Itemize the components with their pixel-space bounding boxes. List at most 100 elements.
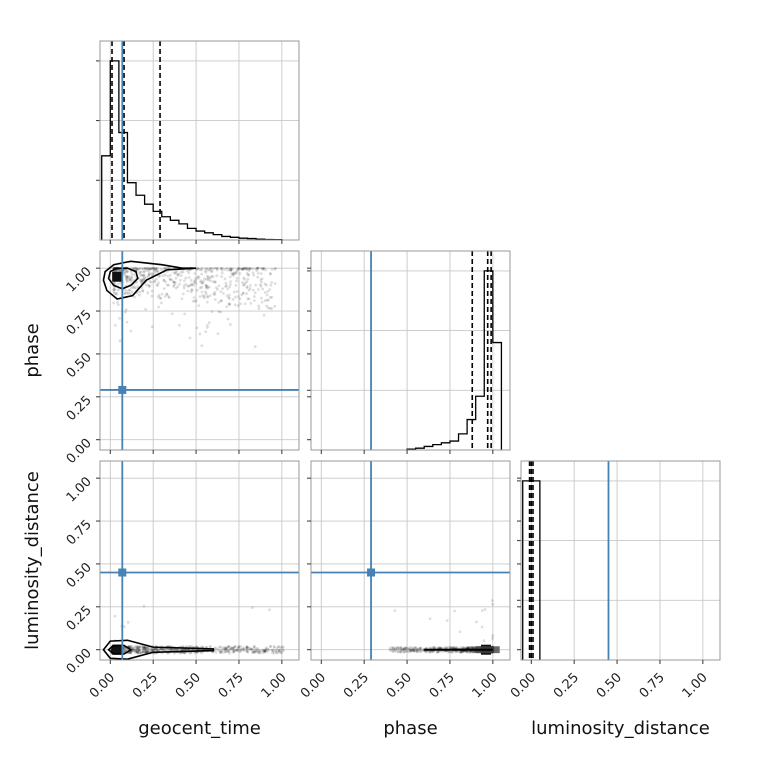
- scatter-point: [228, 651, 232, 655]
- scatter-point: [226, 645, 230, 649]
- scatter-point: [227, 296, 231, 299]
- scatter-cloud: [110, 604, 285, 655]
- scatter-point: [186, 289, 190, 293]
- scatter-point: [128, 292, 132, 295]
- scatter-point: [125, 291, 129, 295]
- scatter-point: [403, 650, 407, 654]
- scatter-point: [192, 296, 196, 300]
- scatter-point: [184, 283, 188, 286]
- scatter-point: [391, 647, 395, 650]
- scatter-point: [236, 648, 240, 652]
- scatter-point: [259, 278, 263, 282]
- scatter-point: [261, 267, 265, 270]
- scatter-point: [135, 650, 139, 654]
- scatter-point: [449, 645, 453, 649]
- scatter-point: [142, 276, 146, 280]
- scatter-point: [483, 608, 487, 611]
- scatter-point: [123, 271, 127, 275]
- scatter-point: [243, 648, 247, 651]
- scatter-point: [232, 649, 236, 653]
- scatter-point: [183, 312, 187, 316]
- scatter-point: [131, 649, 135, 652]
- scatter-point: [165, 283, 169, 287]
- scatter-point: [248, 287, 252, 290]
- scatter-point: [245, 645, 249, 649]
- scatter-point: [403, 650, 407, 653]
- scatter-point: [468, 646, 472, 650]
- scatter-point: [144, 307, 148, 311]
- scatter-point: [267, 648, 271, 652]
- scatter-point: [243, 277, 247, 281]
- scatter-point: [452, 645, 456, 649]
- scatter-point: [197, 267, 200, 271]
- scatter-point: [150, 267, 154, 270]
- scatter-point: [256, 266, 260, 270]
- scatter-point: [155, 270, 159, 274]
- scatter-point: [146, 647, 150, 650]
- scatter-point: [213, 291, 217, 294]
- y-tick-label: 0.75: [64, 517, 95, 548]
- scatter-point: [231, 272, 235, 276]
- scatter-point: [130, 275, 133, 279]
- scatter-point: [156, 647, 160, 651]
- scatter-point: [250, 647, 254, 651]
- histogram-panel-luminosity_distance: [517, 460, 721, 661]
- scatter-point: [205, 300, 209, 304]
- scatter-point: [432, 645, 436, 649]
- scatter-point: [263, 648, 267, 652]
- scatter-point: [195, 651, 199, 655]
- scatter-point: [226, 287, 230, 291]
- scatter-point: [214, 646, 217, 650]
- scatter-point: [122, 649, 126, 653]
- scatter-point: [150, 294, 154, 298]
- scatter-point: [178, 323, 181, 327]
- scatter-point: [245, 645, 249, 648]
- scatter-point: [197, 304, 201, 308]
- scatter-point: [229, 646, 233, 650]
- scatter-point: [232, 649, 236, 653]
- scatter-point: [122, 271, 126, 275]
- scatter-point: [131, 285, 135, 289]
- scatter-point: [395, 646, 399, 650]
- scatter-point: [225, 305, 229, 309]
- scatter-point: [122, 649, 126, 653]
- scatter-point: [144, 648, 148, 652]
- panel-frame: [99, 250, 300, 451]
- scatter-point: [235, 290, 239, 294]
- scatter-point: [130, 649, 134, 653]
- scatter-point: [480, 625, 484, 629]
- x-tick-label: 1.00: [470, 670, 501, 701]
- density-peak: [112, 644, 123, 655]
- scatter-point: [129, 280, 133, 283]
- scatter-point: [170, 278, 174, 282]
- scatter-point: [247, 647, 251, 651]
- scatter-point: [260, 300, 264, 304]
- scatter-point: [261, 648, 265, 652]
- scatter-point: [418, 649, 422, 653]
- scatter-point: [271, 651, 274, 655]
- scatter-point: [195, 645, 199, 649]
- scatter-point: [140, 280, 143, 284]
- scatter-point: [223, 647, 227, 651]
- scatter-point: [133, 645, 137, 649]
- scatter-point: [233, 303, 237, 307]
- scatter-point: [242, 646, 246, 650]
- scatter-point: [195, 267, 199, 271]
- scatter-point: [430, 650, 434, 654]
- scatter-point: [112, 288, 116, 292]
- scatter-point: [399, 650, 402, 654]
- y-tick-label: 0.25: [64, 393, 95, 424]
- scatter-point: [142, 270, 146, 274]
- scatter-point: [251, 650, 255, 654]
- scatter-point: [392, 647, 396, 651]
- scatter-point: [482, 639, 486, 643]
- scatter-point: [403, 647, 406, 651]
- scatter-point: [399, 648, 403, 652]
- scatter-point: [281, 648, 285, 651]
- scatter-point: [189, 645, 193, 649]
- scatter-point: [395, 649, 399, 653]
- scatter-point: [440, 646, 444, 650]
- scatter-point: [220, 275, 223, 279]
- scatter-point: [228, 268, 232, 272]
- scatter-point: [135, 650, 139, 653]
